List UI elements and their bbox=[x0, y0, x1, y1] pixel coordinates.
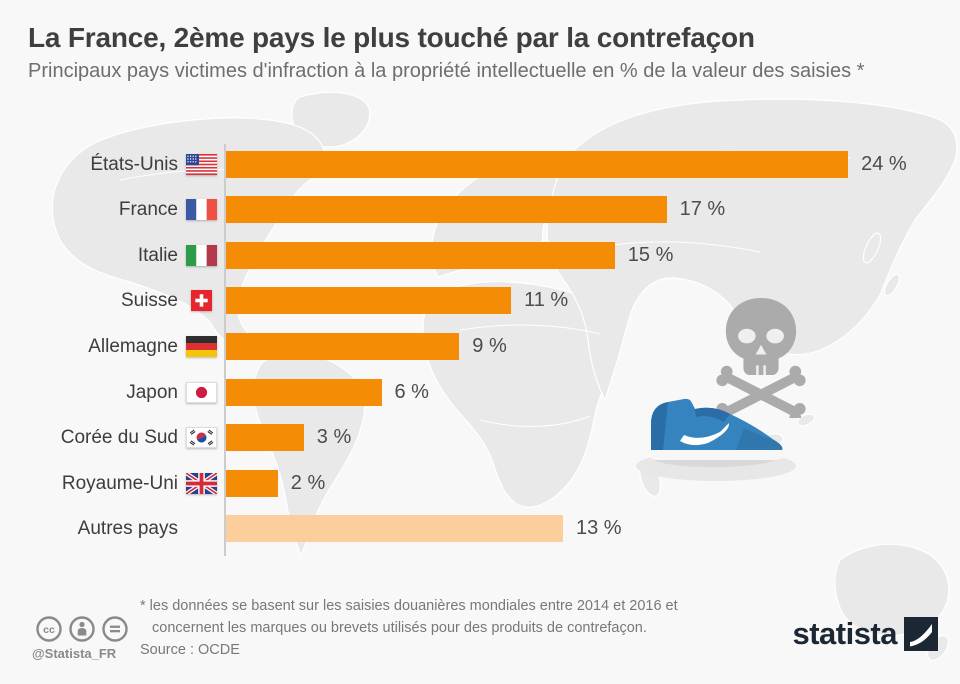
category-label: France bbox=[118, 199, 178, 221]
category-label: Allemagne bbox=[88, 335, 178, 357]
chart-row: États-Unis 24 % bbox=[0, 150, 960, 178]
value-label: 15 % bbox=[627, 243, 674, 266]
flag-gb-icon bbox=[185, 472, 217, 494]
bar-autres bbox=[226, 515, 563, 543]
value-label: 17 % bbox=[679, 198, 726, 221]
cc-badges: cc bbox=[36, 616, 128, 642]
bar-jp bbox=[226, 378, 382, 406]
bar-it bbox=[226, 241, 615, 269]
skull-crossbones-icon bbox=[716, 297, 806, 418]
value-label: 13 % bbox=[576, 517, 622, 540]
bar-fr bbox=[226, 196, 667, 224]
flag-kr-icon bbox=[185, 427, 217, 449]
flag-de-icon bbox=[185, 335, 217, 357]
page-subtitle: Principaux pays victimes d'infraction à … bbox=[28, 60, 865, 82]
chart-row: Suisse 11 % bbox=[0, 287, 960, 315]
flag-us-icon bbox=[185, 153, 217, 175]
flag-fr-icon bbox=[185, 199, 217, 221]
category-label: Autres pays bbox=[77, 518, 178, 540]
footnote-line-1: * les données se basent sur les saisies … bbox=[140, 598, 678, 614]
svg-text:cc: cc bbox=[43, 624, 55, 636]
twitter-handle: @Statista_FR bbox=[32, 646, 117, 661]
value-label: 6 % bbox=[394, 380, 429, 403]
page-title: La France, 2ème pays le plus touché par … bbox=[28, 22, 755, 53]
bar-ch bbox=[226, 287, 512, 315]
bar-us bbox=[226, 150, 849, 178]
value-label: 3 % bbox=[316, 426, 352, 449]
flag-ch-icon bbox=[185, 290, 217, 312]
chart-row: France 17 % bbox=[0, 196, 960, 224]
value-label: 9 % bbox=[472, 334, 507, 357]
footnote-line-2: concernent les marques ou brevets utilis… bbox=[152, 620, 647, 636]
bar-gb bbox=[226, 469, 278, 497]
flag-it-icon bbox=[185, 244, 217, 266]
statista-wordmark: statista bbox=[792, 616, 897, 651]
chart-row: Royaume-Uni 2 % bbox=[0, 469, 960, 497]
cc-by-person-icon bbox=[69, 616, 95, 642]
chart-row: Autres pays 13 % bbox=[0, 515, 960, 543]
category-label: Corée du Sud bbox=[60, 427, 178, 449]
category-label: Italie bbox=[137, 244, 178, 266]
footer: cc @Statista_FR * les données se basent … bbox=[0, 589, 960, 684]
category-label: Japon bbox=[126, 381, 178, 403]
chart-row: Japon 6 % bbox=[0, 378, 960, 406]
chart-row: Italie 15 % bbox=[0, 241, 960, 269]
cc-icon: cc bbox=[36, 616, 62, 642]
sneaker-icon bbox=[636, 398, 796, 481]
chart-row: Allemagne 9 % bbox=[0, 332, 960, 360]
bar-de bbox=[226, 332, 460, 360]
chart-row: Corée du Sud 3 % bbox=[0, 424, 960, 452]
bar-kr bbox=[226, 424, 304, 452]
value-label: 24 % bbox=[861, 152, 907, 175]
category-label: Royaume-Uni bbox=[61, 472, 178, 494]
category-label: États-Unis bbox=[90, 153, 178, 175]
flag-jp-icon bbox=[185, 381, 217, 403]
value-label: 2 % bbox=[290, 471, 326, 494]
statista-logo-icon bbox=[904, 617, 938, 651]
value-label: 11 % bbox=[524, 289, 569, 312]
source-label: Source : OCDE bbox=[140, 642, 240, 658]
category-label: Suisse bbox=[120, 290, 178, 312]
cc-nd-icon bbox=[102, 616, 128, 642]
statista-logo: statista bbox=[792, 617, 938, 651]
axis-baseline bbox=[224, 144, 226, 556]
footnote: * les données se basent sur les saisies … bbox=[140, 595, 780, 639]
